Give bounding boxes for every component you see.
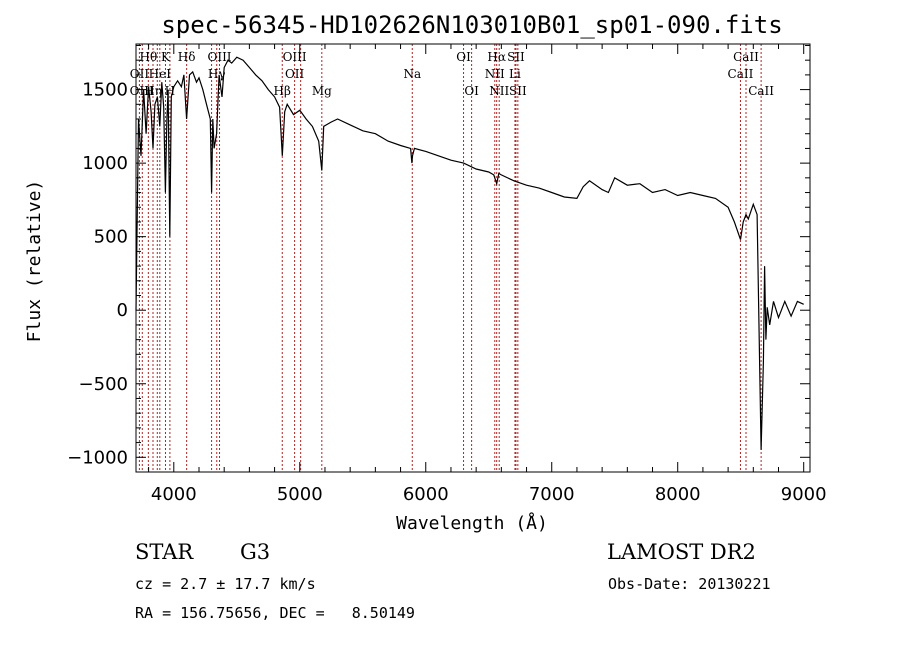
y-axis-label: Flux (relative) [24,180,45,343]
line-label-5: K [161,50,171,64]
y-tick-label-3: 500 [94,227,128,248]
x-tick-label-3: 7000 [529,484,575,505]
y-tick-label-2: 0 [117,300,128,321]
line-label-6: H [165,84,175,98]
survey-name: LAMOST DR2 [607,540,756,564]
x-tick-label-2: 6000 [403,484,449,505]
line-label-9: Hγ [208,67,226,81]
line-label-25: CaII [748,84,774,98]
plot-frame [135,43,811,473]
line-label-4: HeI [149,67,172,81]
line-label-11: OII [285,67,305,81]
subclass: G3 [240,540,271,564]
line-label-15: OI [456,50,471,64]
x-tick-label-5: 9000 [781,484,827,505]
y-tick-label-4: 1000 [82,153,128,174]
object-type: STAR [135,540,194,564]
y-tick-label-1: −500 [79,374,128,395]
line-label-7: Hδ [178,50,196,64]
x-tick-label-1: 5000 [277,484,323,505]
y-axis: −1000 −500 0 500 1000 1500 [67,44,810,468]
coordinates: RA = 156.75656, DEC = 8.50149 [135,604,415,622]
y-tick-label-5: 1500 [82,80,128,101]
x-tick-label-0: 4000 [151,484,197,505]
line-label-3: Hη [144,84,162,98]
line-label-8: OIII [207,50,231,64]
line-label-10: OIII [283,50,307,64]
line-label-22: SII [509,84,527,98]
y-tick-label-0: −1000 [67,447,128,468]
chart-title: spec-56345-HD102626N103010B01_sp01-090.f… [161,11,782,39]
obs-date: Obs-Date: 20130221 [608,575,771,593]
x-axis-label: Wavelength (Å) [396,512,548,534]
line-label-21: Li [509,67,521,81]
line-label-14: Na [403,67,421,81]
line-label-18: NII [485,67,505,81]
line-label-1: OII [130,67,150,81]
line-label-24: CaII [728,67,754,81]
spectrum-line [135,56,804,450]
line-label-19: NII [489,84,509,98]
line-label-13: Mg [312,84,332,98]
x-axis: 4000 5000 6000 7000 8000 9000 [148,44,827,505]
line-label-16: OI [464,84,479,98]
x-tick-label-4: 8000 [655,484,701,505]
line-label-0: Hθ [139,50,157,64]
line-label-17: Hα [487,50,506,64]
line-label-23: CaII [733,50,759,64]
line-label-12: Hβ [274,84,291,98]
line-label-20: SII [507,50,525,64]
spectral-line-markers [138,44,762,472]
redshift-value: cz = 2.7 ± 17.7 km/s [135,575,316,593]
